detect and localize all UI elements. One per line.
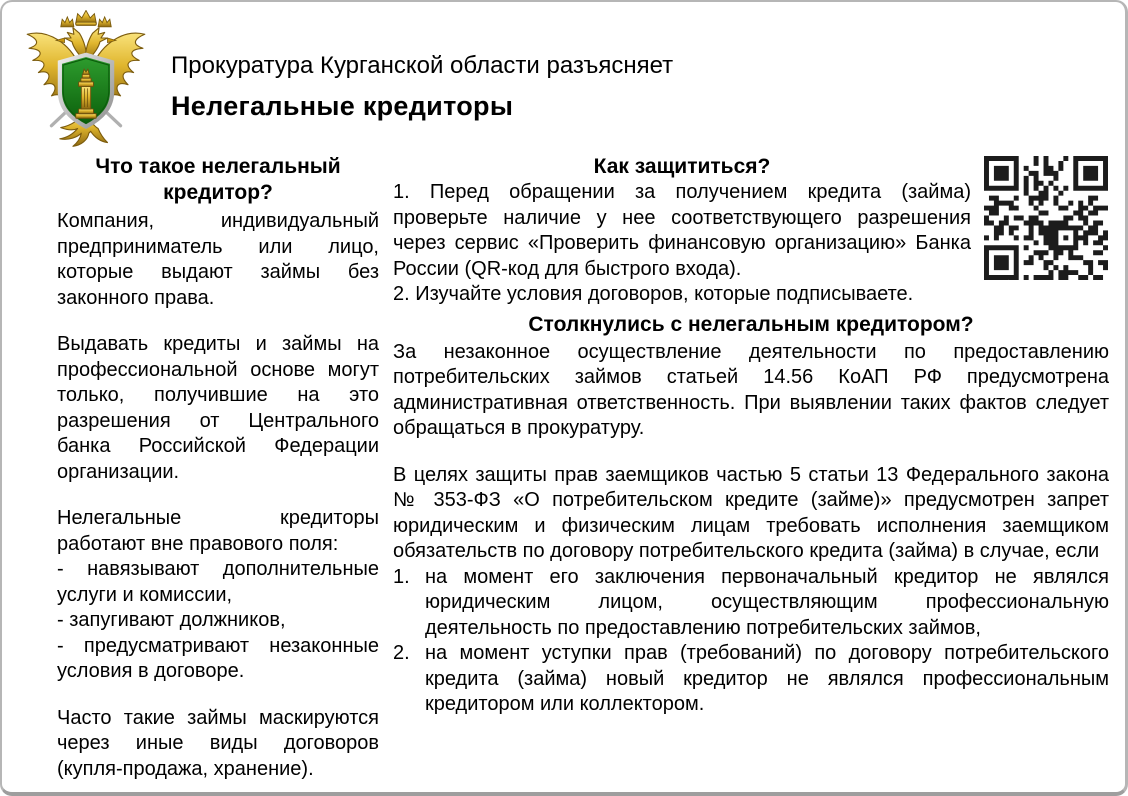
list-item: 2. на момент уступки прав (требований) п… [393,641,1109,718]
paragraph: 1. Перед обращении за получением кредита… [393,181,971,280]
prosecutor-emblem-icon [26,9,146,147]
header-supertitle: Прокуратура Курганской области разъясняе… [171,52,674,79]
paragraph: Выдавать кредиты и займы на профессионал… [57,333,379,483]
encounter-section: Столкнулись с нелегальным кредитором? За… [393,312,1109,718]
right-column: Как защититься? 1. Перед обращении за по… [393,154,1109,782]
list-item-number: 1. [393,565,410,588]
left-column: Что такое нелегальный кредитор? Компания… [57,154,379,782]
qr-code-icon [984,156,1108,280]
left-column-heading: Что такое нелегальный кредитор? [95,155,341,204]
bullet-line: - запугивают должников, [57,609,286,631]
paragraph: За незаконное осуществление деятельности… [393,340,1109,440]
page-title: Нелегальные кредиторы [171,91,514,121]
paragraph: 2. Изучайте условия договоров, которые п… [393,283,914,305]
header: Прокуратура Курганской области разъясняе… [2,2,1125,152]
paragraph: Компания, индивидуальный предприниматель… [57,210,379,309]
bullet-line: - предусматривают незаконные условия в д… [57,634,379,683]
qr-code [983,156,1109,280]
prosecutor-emblem [16,9,156,150]
bullet-line: - навязывают дополнительные услуги и ком… [57,558,379,606]
spacer [57,311,379,332]
list-item-text: на момент уступки прав (требований) по д… [425,642,1109,715]
list-item-number: 2. [393,642,410,664]
paragraph: Часто такие займы маскируются через иные… [57,706,379,780]
content: Что такое нелегальный кредитор? Компания… [2,152,1125,782]
list-item: 1. на момент его заключения первоначальн… [393,565,1109,642]
spacer [57,485,379,506]
protect-section: Как защититься? 1. Перед обращении за по… [393,154,1109,308]
protect-section-heading: Как защититься? [593,155,771,178]
paragraph: Нелегальные кредиторы работают вне право… [57,507,379,555]
spacer [393,442,1109,463]
header-titles: Прокуратура Курганской области разъясняе… [171,10,673,122]
encounter-section-heading: Столкнулись с нелегальным кредитором? [528,312,974,336]
spacer [57,685,379,706]
paragraph: В целях защиты прав заемщиков частью 5 с… [393,463,1109,563]
list-item-text: на момент его заключения первоначальный … [425,565,1109,639]
